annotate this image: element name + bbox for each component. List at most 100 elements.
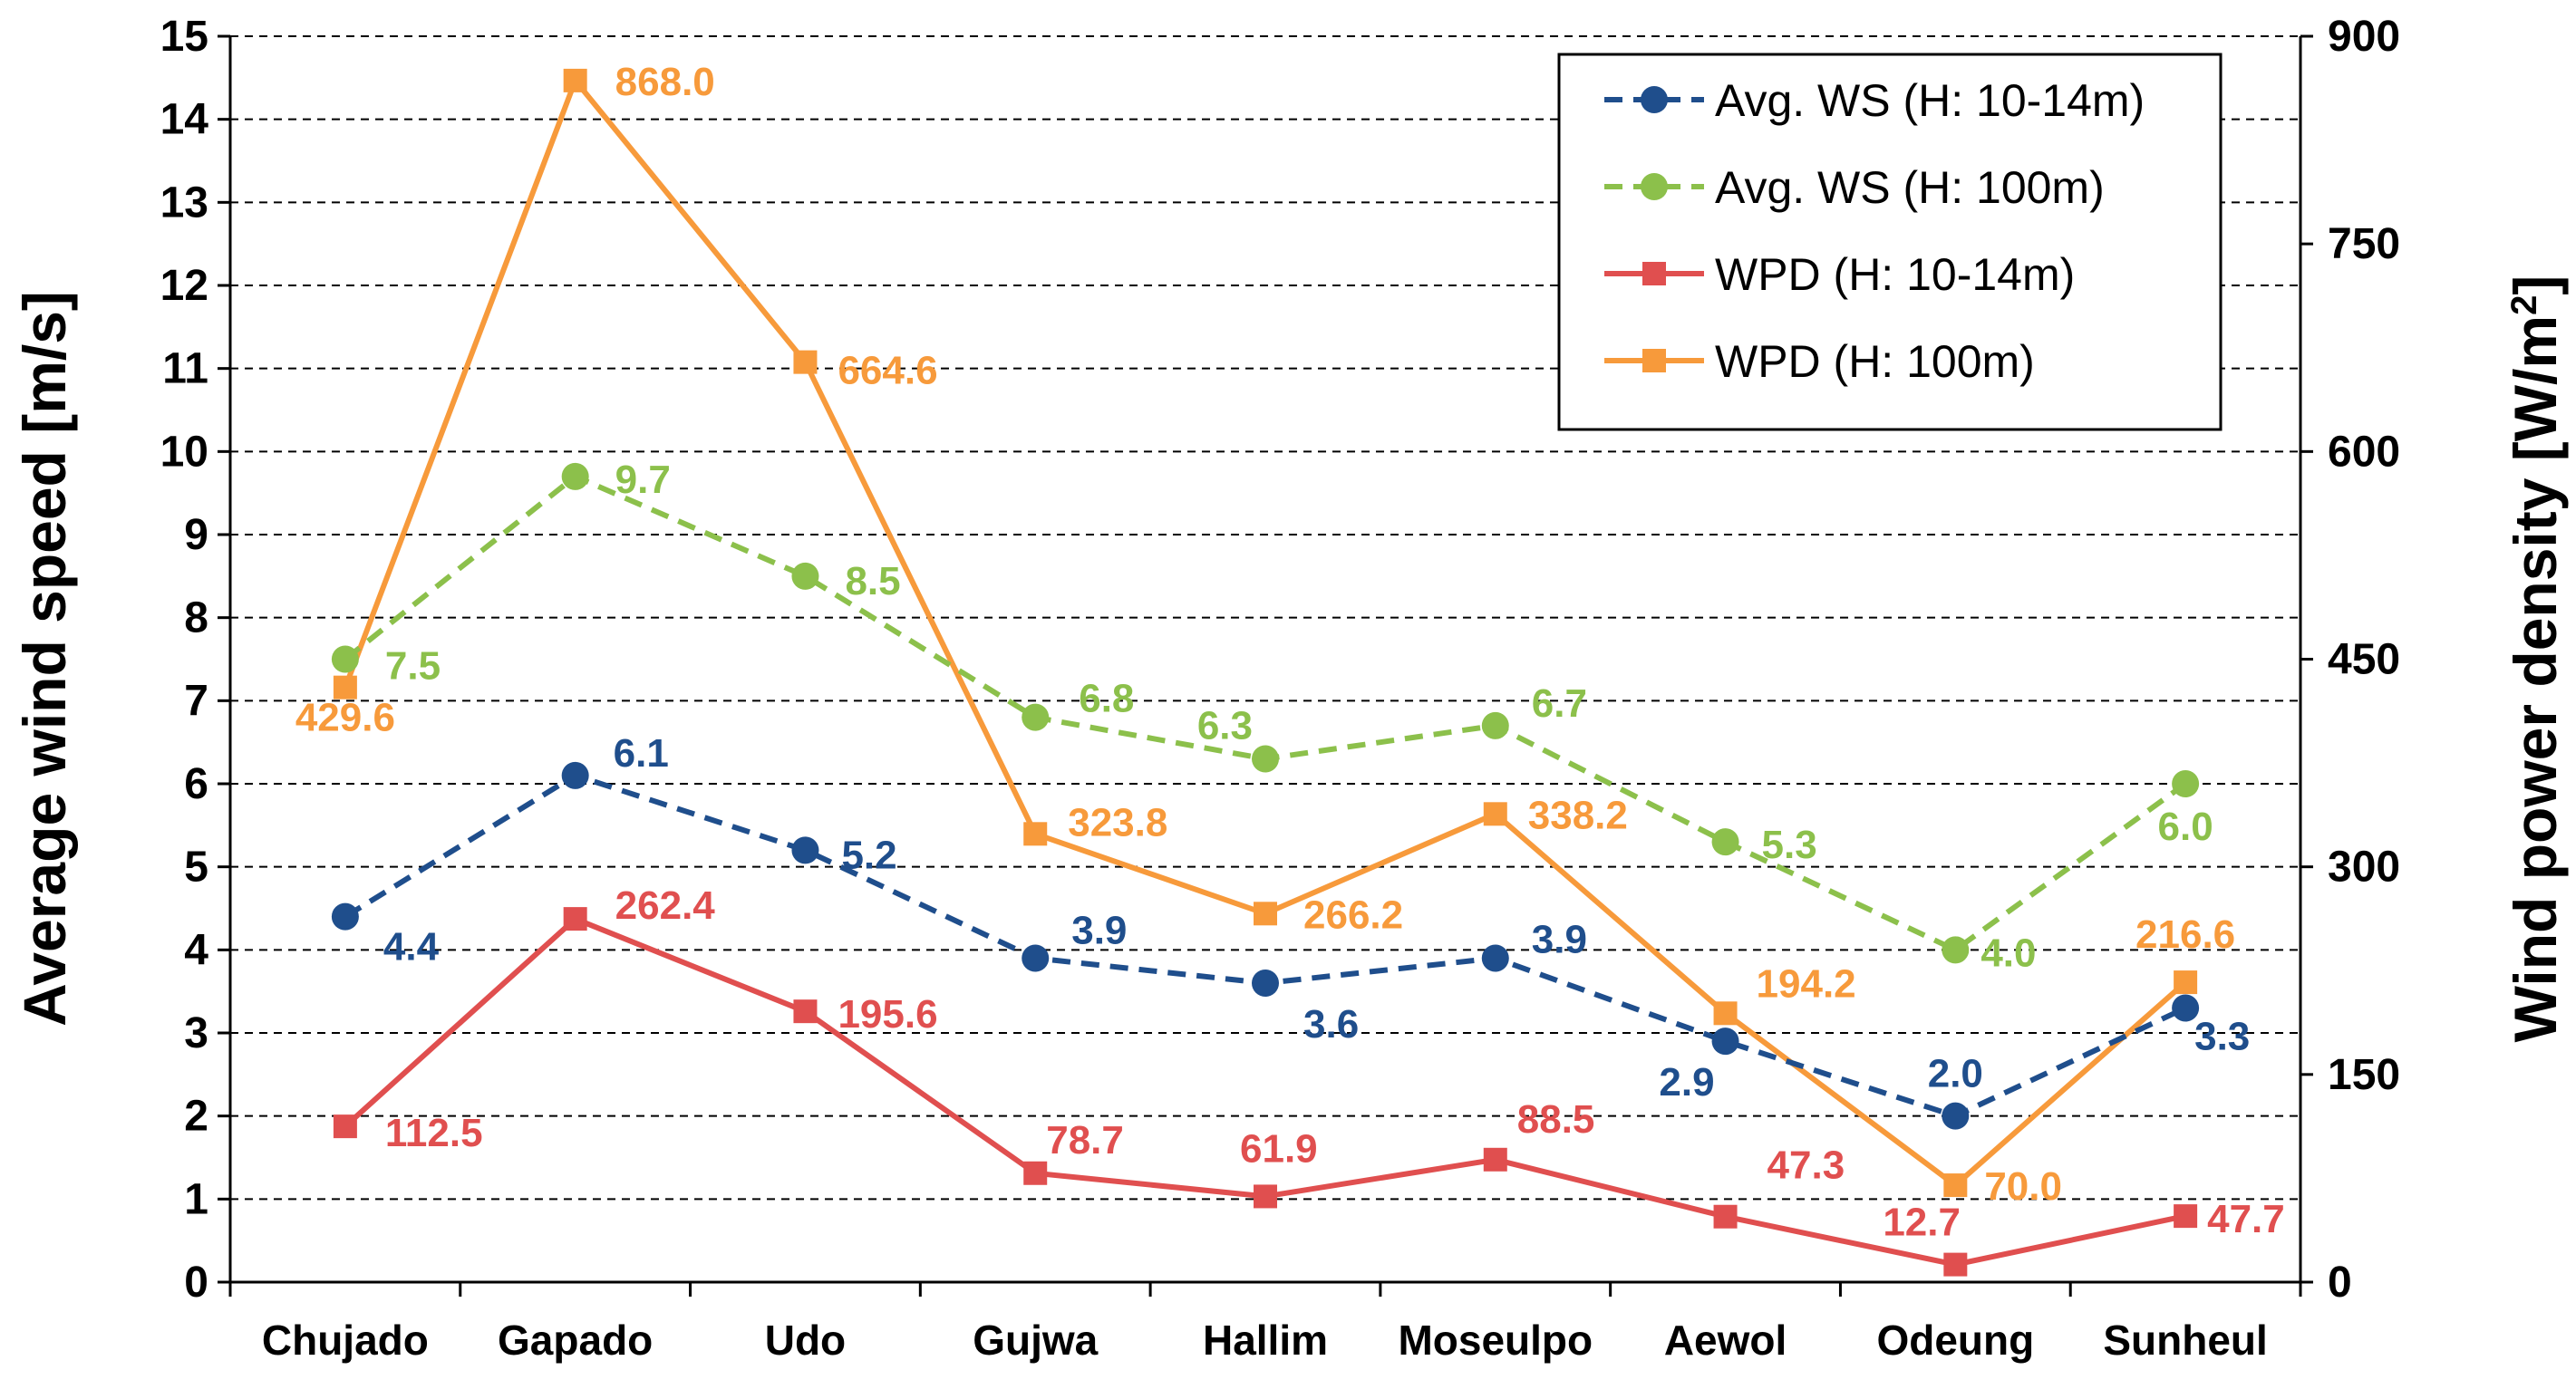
x-tick-label-sunheul: Sunheul: [2103, 1317, 2267, 1364]
data-label-wpd-h-100m-chujado: 429.6: [295, 696, 395, 740]
grid-lines: [230, 35, 2300, 1201]
y-right-tick-label: 0: [2328, 1259, 2352, 1307]
y-left-axis-title: Average wind speed [m/s]: [11, 291, 78, 1027]
y-left-tick-label: 11: [162, 345, 208, 393]
point-avg-ws-h-100m-sunheul: [2172, 770, 2200, 797]
y-left-tick-label: 5: [184, 844, 208, 892]
legend: Avg. WS (H: 10-14m) Avg. WS (H: 100m) WPD …: [1557, 53, 2223, 431]
data-label-wpd-h-100m-udo: 664.6: [838, 349, 937, 393]
data-label-wpd-h-100m-aewol: 194.2: [1757, 961, 1856, 1006]
point-avg-ws-h-100m-gapado: [561, 462, 589, 490]
legend-label-wpd-h-100m: WPD (H: 100m): [1715, 336, 2035, 387]
series-line-avg-ws-h-100m: [344, 473, 2187, 953]
point-wpd-h-10-14m-chujado: [333, 1114, 357, 1139]
data-label-avg-ws-h-100m-chujado: 7.5: [385, 644, 441, 689]
point-avg-ws-h-100m-odeung: [1942, 936, 1970, 964]
legend-marker-avg-ws-h-100m: [1641, 173, 1668, 200]
ticks: 0123456789101112131415015030045060075090…: [160, 13, 2400, 1364]
point-wpd-h-100m-moseulpo: [1483, 802, 1507, 826]
legend-marker-wpd-h-100m: [1642, 349, 1666, 372]
data-label-wpd-h-100m-sunheul: 216.6: [2135, 912, 2235, 957]
data-label-wpd-h-10-14m-odeung: 12.7: [1883, 1201, 1961, 1245]
data-label-wpd-h-10-14m-udo: 195.6: [838, 992, 937, 1037]
y-left-tick-label: 13: [160, 178, 208, 227]
data-label-wpd-h-100m-moseulpo: 338.2: [1528, 793, 1628, 837]
y-left-tick-label: 4: [184, 926, 208, 974]
data-label-avg-ws-h-100m-sunheul: 6.0: [2158, 805, 2213, 849]
data-label-wpd-h-10-14m-aewol: 47.3: [1767, 1143, 1845, 1188]
data-label-wpd-h-10-14m-sunheul: 47.7: [2207, 1197, 2285, 1241]
data-label-avg-ws-h-10-14m-aewol: 2.9: [1659, 1060, 1714, 1105]
data-label-avg-ws-h-10-14m-hallim: 3.6: [1303, 1002, 1359, 1047]
data-label-avg-ws-h-10-14m-udo: 5.2: [841, 833, 896, 877]
point-wpd-h-10-14m-udo: [793, 999, 818, 1024]
data-label-avg-ws-h-100m-odeung: 4.0: [1980, 931, 2036, 975]
x-tick-label-udo: Udo: [765, 1317, 846, 1364]
y-left-tick-label: 14: [160, 96, 209, 144]
y-right-title-end: ]: [2502, 275, 2569, 295]
point-wpd-h-10-14m-gujwa: [1023, 1161, 1048, 1185]
x-tick-label-moseulpo: Moseulpo: [1398, 1317, 1593, 1364]
data-label-avg-ws-h-10-14m-odeung: 2.0: [1928, 1052, 1983, 1096]
data-label-wpd-h-10-14m-gujwa: 78.7: [1046, 1118, 1124, 1163]
x-tick-label-chujado: Chujado: [262, 1317, 429, 1364]
x-tick-label-gujwa: Gujwa: [973, 1317, 1098, 1364]
point-wpd-h-10-14m-aewol: [1713, 1204, 1738, 1229]
point-wpd-h-100m-gapado: [563, 68, 587, 92]
y-left-tick-label: 0: [184, 1259, 208, 1307]
y-left-tick-label: 7: [184, 677, 208, 725]
legend-label-wpd-h-10-14m: WPD (H: 10-14m): [1715, 249, 2075, 300]
y-left-tick-label: 12: [160, 262, 208, 310]
y-left-tick-label: 10: [160, 428, 208, 476]
point-avg-ws-h-10-14m-gujwa: [1022, 944, 1050, 972]
y-left-tick-label: 15: [160, 13, 208, 61]
y-right-tick-label: 600: [2328, 428, 2400, 476]
y-left-tick-label: 1: [184, 1175, 208, 1223]
point-avg-ws-h-10-14m-odeung: [1942, 1102, 1970, 1130]
data-label-wpd-h-10-14m-hallim: 61.9: [1240, 1126, 1318, 1171]
point-wpd-h-100m-sunheul: [2174, 970, 2198, 995]
y-left-tick-label: 8: [184, 594, 208, 642]
y-right-title-main: Wind power density [W/m: [2502, 315, 2569, 1042]
point-wpd-h-100m-odeung: [1943, 1173, 1968, 1198]
data-label-avg-ws-h-10-14m-moseulpo: 3.9: [1532, 918, 1587, 962]
point-avg-ws-h-10-14m-chujado: [331, 902, 359, 931]
legend-marker-wpd-h-10-14m: [1642, 262, 1666, 285]
data-label-wpd-h-100m-gapado: 868.0: [615, 60, 715, 104]
y-left-tick-label: 9: [184, 511, 208, 559]
y-right-tick-label: 450: [2328, 636, 2400, 684]
data-label-avg-ws-h-100m-gujwa: 6.8: [1079, 677, 1134, 721]
point-avg-ws-h-10-14m-udo: [791, 836, 819, 864]
point-avg-ws-h-10-14m-sunheul: [2172, 994, 2200, 1022]
point-avg-ws-h-100m-chujado: [331, 645, 359, 673]
data-label-avg-ws-h-100m-udo: 8.5: [845, 559, 900, 603]
y-left-tick-label: 3: [184, 1009, 208, 1057]
y-right-tick-label: 150: [2328, 1051, 2400, 1099]
point-wpd-h-10-14m-sunheul: [2174, 1204, 2198, 1229]
point-wpd-h-10-14m-hallim: [1254, 1184, 1277, 1209]
data-label-avg-ws-h-10-14m-gujwa: 3.9: [1071, 909, 1127, 953]
x-tick-label-gapado: Gapado: [498, 1317, 653, 1364]
data-label-wpd-h-10-14m-moseulpo: 88.5: [1517, 1097, 1595, 1142]
series: [331, 68, 2200, 1277]
data-label-avg-ws-h-10-14m-sunheul: 3.3: [2194, 1015, 2250, 1059]
data-label-avg-ws-h-100m-aewol: 5.3: [1762, 823, 1817, 867]
data-label-wpd-h-10-14m-chujado: 112.5: [385, 1111, 483, 1155]
y-left-tick-label: 6: [184, 760, 208, 808]
legend-label-avg-ws-h-100m: Avg. WS (H: 100m): [1715, 162, 2105, 213]
legend-marker-avg-ws-h-10-14m: [1641, 86, 1668, 113]
y-right-axis-title: Wind power density [W/m2]: [2502, 275, 2569, 1043]
data-labels: 429.6 868.0 664.6 323.8 266.2 338.2 194.2 70.0 2…: [295, 60, 2285, 1245]
point-avg-ws-h-100m-udo: [791, 562, 819, 590]
y-left-tick-label: 2: [184, 1093, 208, 1141]
series-line-avg-ws-h-10-14m: [344, 772, 2187, 1119]
point-avg-ws-h-10-14m-gapado: [561, 761, 589, 789]
point-wpd-h-10-14m-moseulpo: [1483, 1147, 1507, 1172]
legend-label-avg-ws-h-10-14m: Avg. WS (H: 10-14m): [1715, 75, 2145, 126]
x-tick-label-aewol: Aewol: [1664, 1317, 1787, 1364]
data-label-avg-ws-h-100m-gapado: 9.7: [615, 458, 671, 502]
point-wpd-h-100m-gujwa: [1023, 822, 1048, 846]
y-right-tick-label: 750: [2328, 220, 2400, 268]
point-avg-ws-h-10-14m-aewol: [1711, 1028, 1739, 1056]
